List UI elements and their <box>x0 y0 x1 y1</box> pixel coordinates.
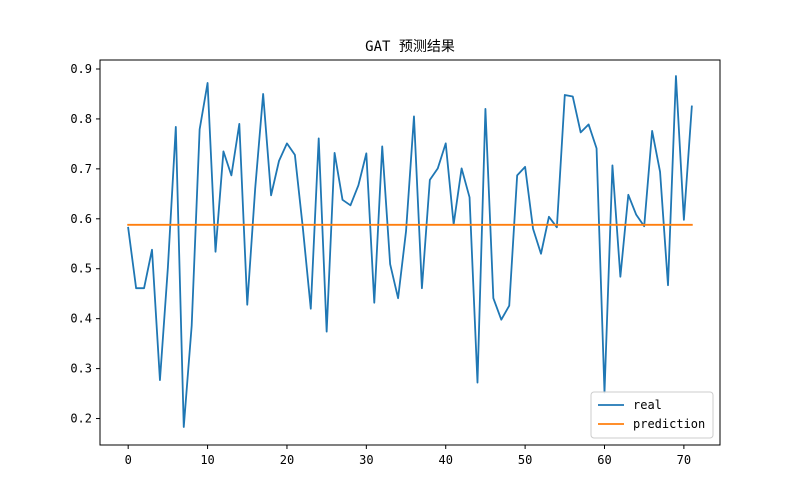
y-tick-label: 0.3 <box>70 362 92 376</box>
x-tick-label: 70 <box>677 453 691 467</box>
y-axis: 0.2 0.3 0.4 0.5 0.6 0.7 0.8 0.9 <box>70 62 100 426</box>
x-tick-label: 60 <box>597 453 611 467</box>
legend-box <box>590 391 714 439</box>
x-tick-label: 50 <box>518 453 532 467</box>
chart-title: GAT 预测结果 <box>365 39 455 55</box>
y-tick-label: 0.6 <box>70 212 92 226</box>
y-tick-label: 0.8 <box>70 112 92 126</box>
plot-frame <box>99 59 721 446</box>
x-tick-label: 30 <box>359 453 373 467</box>
y-tick-label: 0.5 <box>70 262 92 276</box>
x-tick-label: 20 <box>280 453 294 467</box>
legend-label-prediction: prediction <box>633 417 705 431</box>
series-layer <box>127 75 693 428</box>
x-tick-label: 10 <box>200 453 214 467</box>
legend: real prediction <box>590 391 714 439</box>
x-tick-label: 0 <box>125 453 132 467</box>
series-line-real <box>127 75 693 428</box>
y-tick-label: 0.9 <box>70 62 92 76</box>
y-tick-label: 0.4 <box>70 312 92 326</box>
x-axis: 0 10 20 30 40 50 60 70 <box>125 445 691 467</box>
legend-label-real: real <box>633 398 662 412</box>
x-tick-label: 40 <box>438 453 452 467</box>
y-tick-label: 0.2 <box>70 412 92 426</box>
y-tick-label: 0.7 <box>70 162 92 176</box>
